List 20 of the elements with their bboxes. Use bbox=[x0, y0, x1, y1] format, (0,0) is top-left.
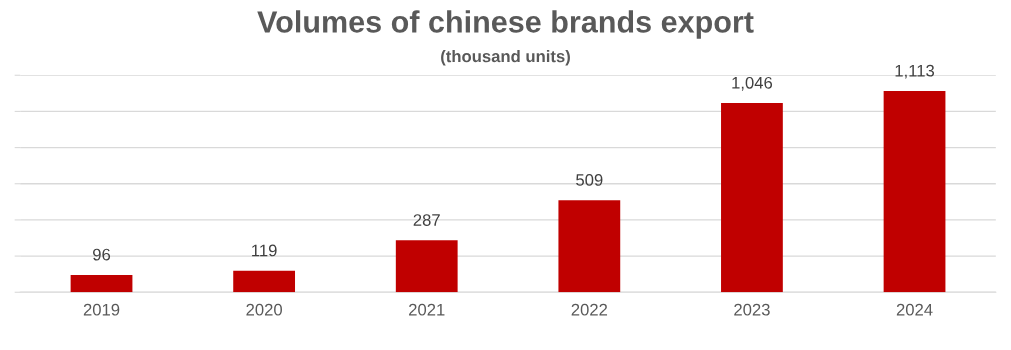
bar bbox=[70, 274, 133, 293]
bar bbox=[883, 90, 946, 293]
bar bbox=[233, 270, 296, 293]
x-tick-label: 2022 bbox=[571, 303, 608, 316]
data-label: 1,113 bbox=[895, 64, 935, 79]
data-label: 1,046 bbox=[732, 76, 773, 91]
bar bbox=[721, 103, 783, 293]
chart-title: Volumes of chinese brands export bbox=[257, 10, 754, 39]
x-tick-label: 2019 bbox=[83, 303, 120, 316]
chart-subtitle: (thousand units) bbox=[441, 49, 570, 66]
bar bbox=[558, 200, 621, 293]
x-tick-label: 2020 bbox=[246, 303, 283, 316]
bar bbox=[395, 240, 458, 293]
data-label: 287 bbox=[413, 214, 440, 226]
x-tick-label: 2024 bbox=[896, 303, 933, 316]
data-label: 509 bbox=[576, 174, 603, 186]
data-label: 119 bbox=[252, 244, 277, 257]
x-tick-label: 2023 bbox=[734, 303, 770, 316]
data-label: 96 bbox=[93, 248, 111, 261]
x-tick-label: 2021 bbox=[409, 303, 445, 316]
